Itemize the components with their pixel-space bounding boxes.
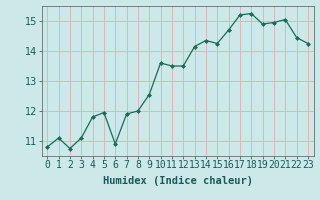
X-axis label: Humidex (Indice chaleur): Humidex (Indice chaleur) xyxy=(103,176,252,186)
